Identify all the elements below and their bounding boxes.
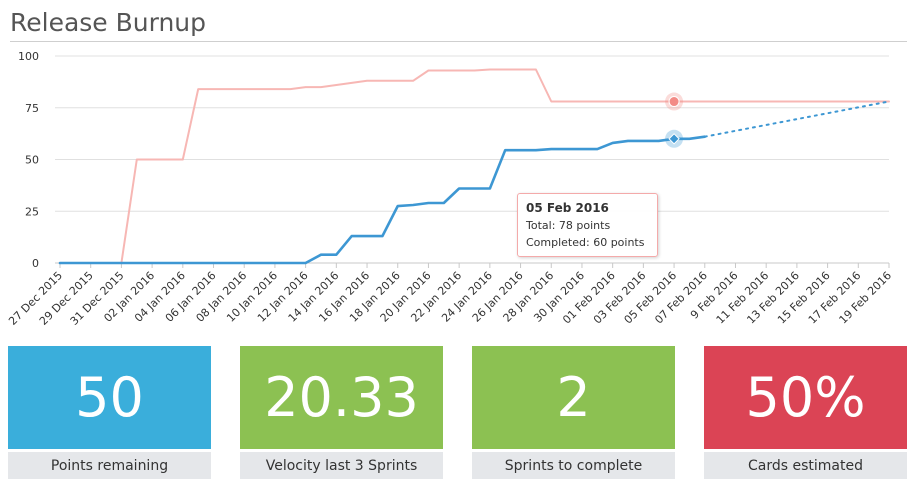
tooltip-date: 05 Feb 2016 [526,201,609,215]
marker-layer [665,92,684,148]
y-tick-label: 75 [25,102,39,115]
card-points-remaining: 50 Points remaining [8,346,211,479]
y-tick-label: 100 [18,50,39,63]
marker-point-completed [668,133,680,145]
tooltip-total: Total: 78 points [526,219,611,232]
card-value: 50% [704,346,907,449]
card-label: Sprints to complete [472,452,675,479]
tooltip-completed: Completed: 60 points [526,236,645,249]
card-value: 2 [472,346,675,449]
card-value: 50 [8,346,211,449]
y-tick-label: 0 [32,257,39,270]
card-sprints-to-complete: 2 Sprints to complete [472,346,675,479]
chart-tooltip: 05 Feb 2016 Total: 78 points Completed: … [517,193,658,257]
title-divider [10,41,907,42]
card-label: Points remaining [8,452,211,479]
series-line-completed [58,135,707,265]
card-label: Cards estimated [704,452,907,479]
card-label: Velocity last 3 Sprints [240,452,443,479]
page-title: Release Burnup [10,8,207,37]
y-tick-label: 50 [25,154,39,167]
card-velocity: 20.33 Velocity last 3 Sprints [240,346,443,479]
marker-point-total [668,96,680,108]
series-line-completed_forecast [703,100,890,138]
card-cards-estimated: 50% Cards estimated [704,346,907,479]
y-tick-label: 25 [25,205,39,218]
card-value: 20.33 [240,346,443,449]
y-axis: 0 25 50 75 100 [18,50,39,270]
series-layer [58,68,890,265]
series-line-total [59,68,890,264]
